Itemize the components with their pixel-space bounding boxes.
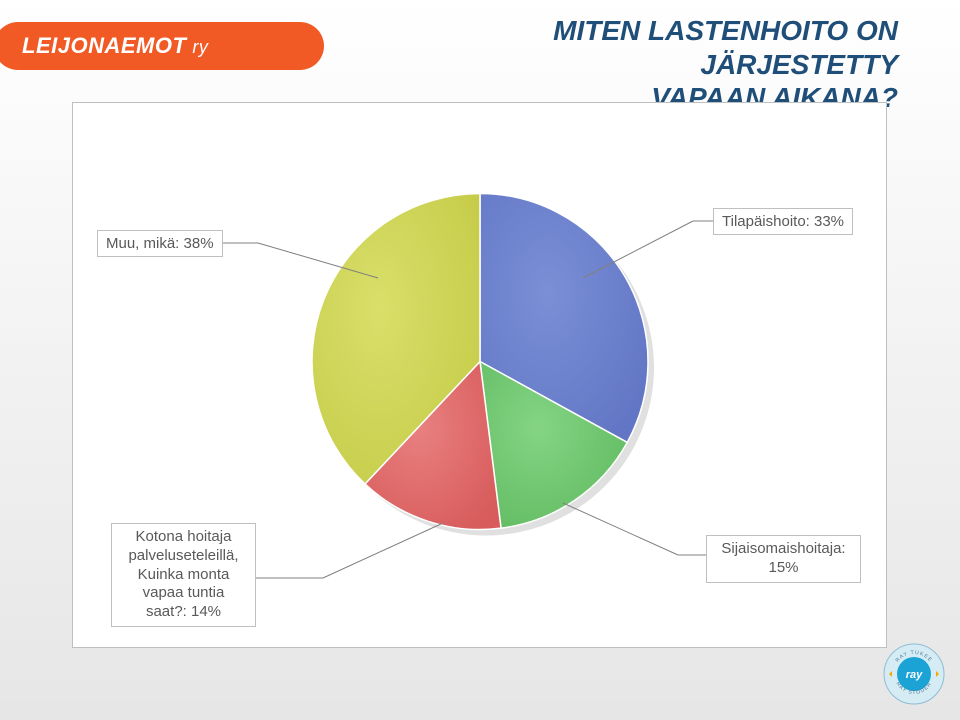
page-title: MITEN LASTENHOITO ON JÄRJESTETTY VAPAAN … bbox=[348, 14, 928, 115]
label-muu-text: Muu, mikä: 38% bbox=[106, 235, 214, 252]
label-tilapaishoito: Tilapäishoito: 33% bbox=[713, 208, 853, 235]
label-muu: Muu, mikä: 38% bbox=[97, 230, 223, 257]
brand-bar: LEIJONAEMOT ry bbox=[0, 22, 324, 70]
ray-badge-svg: ray RAY TUKEE RAY STÖDER bbox=[882, 642, 946, 706]
label-tilapaishoito-text: Tilapäishoito: 33% bbox=[722, 213, 844, 230]
pie-svg bbox=[290, 172, 670, 552]
slide-root: LEIJONAEMOT ry MITEN LASTENHOITO ON JÄRJE… bbox=[0, 0, 960, 720]
label-sijaisomais-l1: Sijaisomaishoitaja: bbox=[715, 540, 852, 559]
brand-name: LEIJONAEMOT ry bbox=[22, 33, 208, 59]
svg-text:ray: ray bbox=[906, 669, 923, 681]
brand-name-text: LEIJONAEMOT bbox=[22, 33, 186, 58]
ray-badge: ray RAY TUKEE RAY STÖDER bbox=[882, 642, 946, 706]
label-kotona-l5: saat?: 14% bbox=[120, 603, 247, 622]
brand-suffix: ry bbox=[192, 37, 208, 57]
label-sijaisomais-l2: 15% bbox=[715, 559, 852, 578]
title-line-1: MITEN LASTENHOITO ON JÄRJESTETTY bbox=[348, 14, 898, 81]
chart-panel: Muu, mikä: 38% Tilapäishoito: 33% Sijais… bbox=[72, 102, 887, 648]
label-kotona-l2: palveluseteleillä, bbox=[120, 547, 247, 566]
pie-chart bbox=[290, 172, 670, 557]
label-kotona-l4: vapaa tuntia bbox=[120, 584, 247, 603]
label-kotona: Kotona hoitaja palveluseteleillä, Kuinka… bbox=[111, 523, 256, 627]
label-sijaisomais: Sijaisomaishoitaja: 15% bbox=[706, 535, 861, 583]
label-kotona-l3: Kuinka monta bbox=[120, 566, 247, 585]
label-kotona-l1: Kotona hoitaja bbox=[120, 528, 247, 547]
